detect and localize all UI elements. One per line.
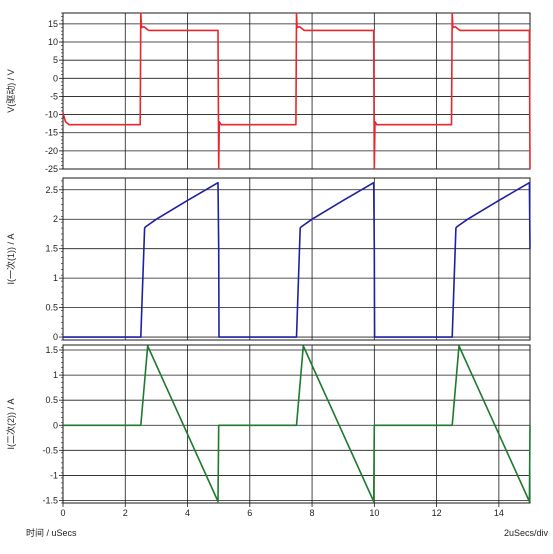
y-tick-label: 2 [53,214,58,224]
y-tick-label: 5 [53,55,58,65]
y-tick-label: 0 [53,73,58,83]
x-tick-label: 0 [60,508,65,518]
y-tick-label: 0.5 [45,395,58,405]
y-tick-label: 15 [48,19,58,29]
y-tick-label: -10 [45,110,58,120]
time-scale-label: 2uSecs/div [504,528,549,538]
y-axis-label: I(二次(2)) / A [5,399,16,450]
y-tick-label: -0.5 [42,445,58,455]
y-tick-label: 1.5 [45,345,58,355]
series-line [63,181,531,338]
primary-current-panel: 2.5 2 1.5 1 0.5 0 I(一次(1)) / A [5,177,531,342]
y-tick-label: 1 [53,273,58,283]
x-tick-label: 6 [247,508,252,518]
x-tick-label: 8 [310,508,315,518]
y-tick-label: 0 [53,332,58,342]
y-tick-label: -5 [50,91,58,101]
secondary-current-panel: 1.5 1 0.5 0 -0.5 -1 -1.5 I(二次(2)) / A [5,344,531,505]
x-tick-label: 10 [369,508,379,518]
series-line [63,345,531,503]
y-tick-label: 1.5 [45,244,58,254]
drive-voltage-panel: 15 10 5 0 -5 -10 -15 -20 -25 V(驱动) / V [6,12,531,174]
y-axis-label: I(一次(1)) / A [5,234,16,285]
x-tick-label: 4 [185,508,190,518]
time-axis: 0 2 4 6 8 10 12 14 [60,503,504,518]
y-tick-label: 1 [53,370,58,380]
y-axis-label: V(驱动) / V [6,69,16,113]
y-tick-label: -1 [50,470,58,480]
y-tick-label: 10 [48,37,58,47]
x-tick-label: 14 [494,508,504,518]
y-tick-label: 2.5 [45,185,58,195]
y-tick-label: -15 [45,128,58,138]
y-tick-label: -25 [45,164,58,174]
y-tick-label: 0 [53,420,58,430]
x-tick-label: 12 [432,508,442,518]
series-line [62,12,531,170]
y-tick-label: -1.5 [42,495,58,505]
x-tick-label: 2 [123,508,128,518]
x-axis-label: 时间 / uSecs [26,527,77,538]
y-tick-label: -20 [45,146,58,156]
y-tick-label: 0.5 [45,303,58,313]
